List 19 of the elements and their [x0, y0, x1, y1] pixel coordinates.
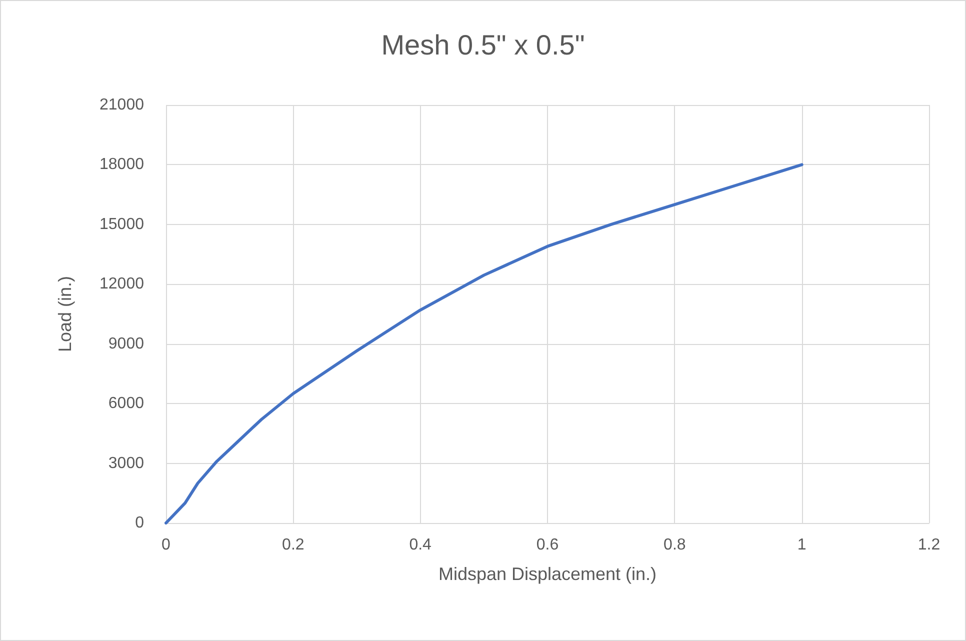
chart-title: Mesh 0.5" x 0.5" [381, 30, 585, 60]
x-tick-label: 1.2 [918, 536, 940, 554]
y-tick-label: 3000 [108, 454, 144, 472]
y-tick-label: 15000 [100, 216, 144, 233]
x-tick-label: 0.2 [282, 536, 304, 554]
x-tick-label: 0.4 [409, 536, 432, 554]
y-tick-label: 6000 [108, 395, 144, 412]
y-axis-title: Load (in.) [55, 276, 75, 352]
y-tick-label: 12000 [100, 276, 144, 293]
x-axis-title: Midspan Displacement (in.) [438, 564, 657, 584]
x-tick-label: 0.8 [664, 536, 686, 554]
y-tick-label: 0 [135, 514, 144, 532]
y-tick-label: 18000 [100, 156, 144, 174]
x-tick-label: 0 [162, 536, 171, 554]
y-tick-label: 21000 [100, 96, 144, 114]
line-series [164, 163, 804, 524]
x-tick-label: 0.6 [536, 536, 559, 554]
x-tick-label: 1 [797, 536, 806, 554]
y-tick-label: 9000 [108, 335, 144, 352]
